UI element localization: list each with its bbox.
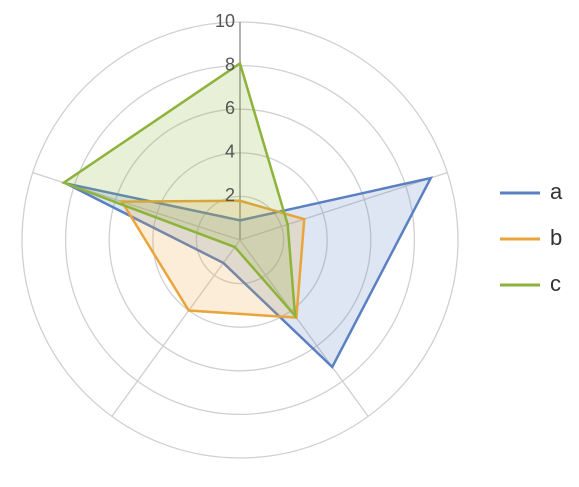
y-tick-label: 2: [225, 185, 235, 205]
spoke: [239, 239, 369, 417]
y-tick-label: 10: [215, 11, 235, 31]
series-area: [61, 61, 297, 320]
series-area: [65, 176, 434, 370]
y-tick-label: 4: [225, 142, 235, 162]
legend-label: b: [550, 225, 562, 250]
legend-label: a: [550, 179, 563, 204]
legend-label: c: [550, 271, 561, 296]
spoke: [239, 172, 448, 241]
y-tick-label: 8: [225, 54, 235, 74]
series-area: [119, 199, 306, 319]
spoke: [111, 239, 241, 417]
y-tick-label: 6: [225, 98, 235, 118]
